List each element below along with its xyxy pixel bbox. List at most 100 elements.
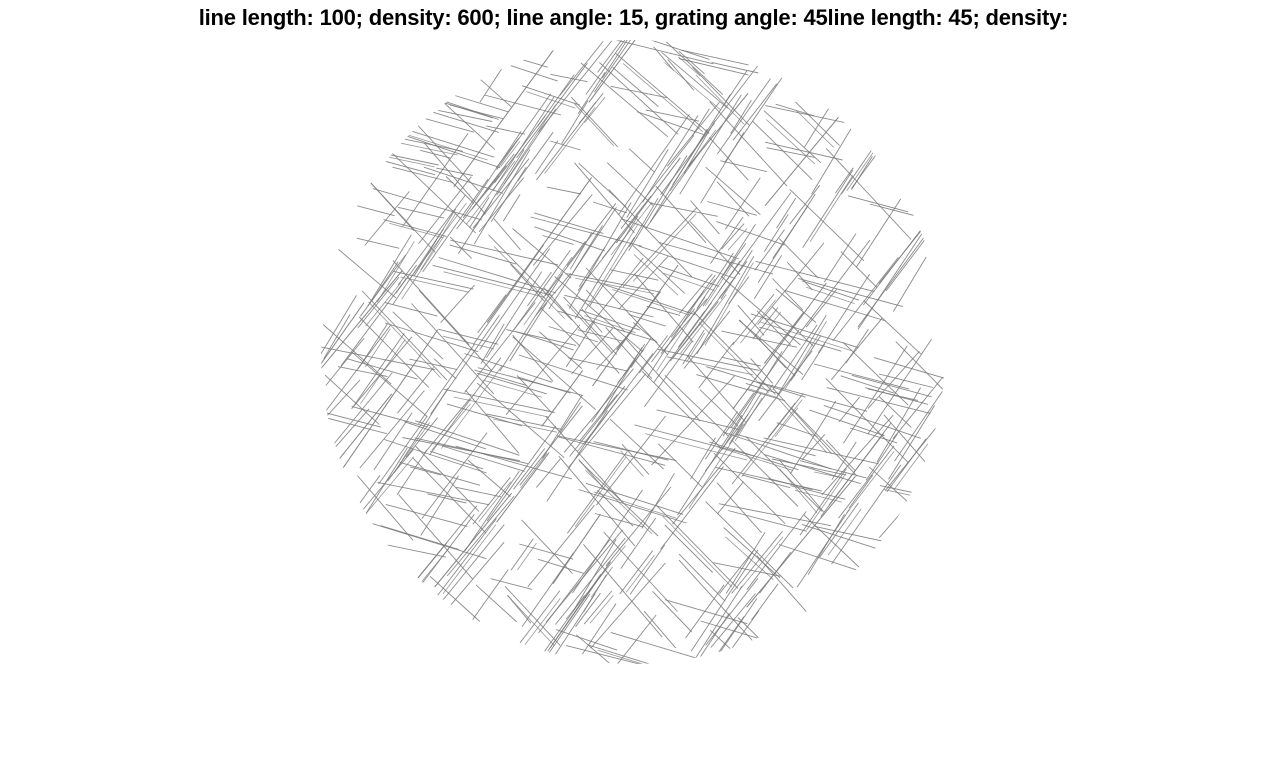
texture-line [418,176,472,244]
texture-line [321,97,348,152]
texture-line [794,490,842,503]
texture-line [510,263,546,303]
texture-line [732,282,827,410]
texture-line [840,146,875,195]
texture-line [367,234,412,307]
texture-line [418,290,493,372]
texture-line [827,508,862,556]
texture-line [677,310,706,348]
texture-line [825,378,909,464]
texture-line [536,458,561,488]
texture-line [392,260,470,346]
texture-line [723,431,832,470]
texture-line [772,278,804,311]
texture-line [420,475,459,536]
texture-line [611,289,691,316]
texture-line [649,128,708,223]
texture-line [321,346,436,371]
texture-line [636,111,704,135]
texture-line [527,504,595,588]
texture-line [454,95,509,113]
texture-line [532,194,593,266]
texture-line [509,302,548,362]
texture-line [594,513,644,528]
texture-line [721,223,745,250]
texture-line [728,276,750,305]
texture-line [464,353,553,383]
texture-line [450,541,505,606]
texture-line [690,200,720,235]
texture-line [409,358,458,371]
texture-line [803,514,892,598]
texture-line [449,236,472,259]
texture-line [540,307,581,347]
texture-line [677,415,743,516]
texture-line [809,175,854,242]
texture-line [534,226,605,252]
texture-line [738,320,804,375]
texture-line [504,585,561,646]
texture-line [704,258,737,307]
texture-line [826,387,931,414]
texture-line [817,273,871,354]
texture-line [482,379,543,398]
texture-line [612,66,659,107]
texture-line [772,324,818,391]
texture-line [496,452,550,523]
texture-line [606,162,654,206]
texture-line [405,417,438,458]
texture-line [578,489,687,524]
texture-line [321,220,397,299]
texture-line [484,94,562,116]
texture-line [331,198,395,217]
texture-line [727,228,748,251]
texture-line [541,370,584,427]
texture-line [876,387,921,463]
texture-line [490,578,533,590]
texture-line [886,438,927,492]
texture-line [476,372,547,395]
texture-line [406,514,475,604]
texture-line [687,92,749,167]
texture-line [766,147,815,158]
texture-line [692,66,750,126]
texture-line [736,433,816,457]
texture-line [705,501,794,589]
texture-line [629,544,666,595]
texture-line [537,558,584,574]
texture-line [492,96,555,191]
texture-line [690,549,759,652]
texture-line [590,562,666,649]
texture-line [615,52,710,134]
texture-line [667,59,695,91]
texture-line [513,448,546,490]
texture-line [656,505,739,589]
texture-line [626,148,669,218]
texture-line [708,137,749,181]
texture-line [885,198,945,292]
texture-line [351,332,405,410]
texture-line [323,314,351,360]
texture-line [364,191,410,246]
texture-line [558,455,636,547]
texture-line [480,323,505,364]
texture-line [423,398,471,454]
texture-line [639,335,669,374]
texture-line [784,290,887,322]
texture-line [601,195,652,259]
texture-line [462,131,522,219]
texture-line [521,552,574,627]
texture-line [486,177,593,323]
texture-line [655,185,707,243]
texture-line [428,88,496,150]
texture-line [705,411,738,460]
texture-line [566,241,586,266]
texture-line [438,257,557,294]
texture-line [766,119,815,165]
texture-line [475,584,518,623]
texture-line [768,478,813,491]
texture-line [423,166,504,194]
texture-line [721,350,783,451]
texture-line [321,411,388,435]
